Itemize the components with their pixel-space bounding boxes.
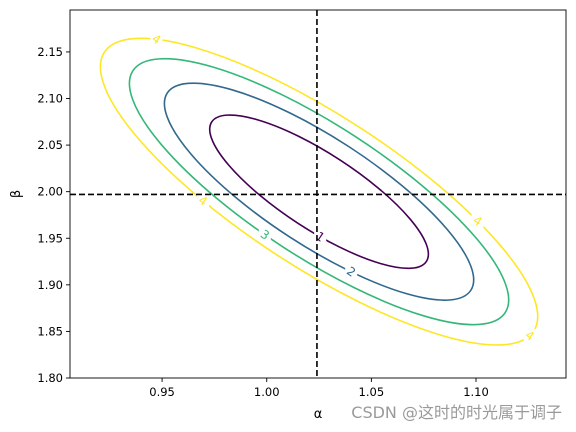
y-tick-label: 2.10 <box>37 92 63 106</box>
contour-label-gap <box>196 193 209 208</box>
watermark: CSDN @这时的时光属于调子 <box>351 403 562 422</box>
contour-level-1 <box>208 114 430 270</box>
y-tick-label: 2.15 <box>37 45 63 59</box>
y-axis-ticks: 1.80 1.85 1.90 1.95 2.00 2.05 2.10 2.15 <box>37 45 70 385</box>
contour-level-2 <box>163 82 475 301</box>
contour-lines <box>99 37 539 346</box>
x-tick-label: 1.10 <box>463 385 489 399</box>
contour-label-gap <box>345 264 358 279</box>
x-axis-label: α <box>314 407 323 422</box>
x-tick-label: 1.00 <box>254 385 280 399</box>
y-tick-label: 2.05 <box>37 138 63 152</box>
y-axis-label: β <box>9 190 24 198</box>
y-tick-label: 2.00 <box>37 185 63 199</box>
x-axis-ticks: 0.95 1.00 1.05 1.10 <box>149 378 489 399</box>
y-tick-label: 1.90 <box>37 278 63 292</box>
x-tick-label: 0.95 <box>149 385 175 399</box>
contour-label-gap <box>471 213 484 228</box>
contour-label-gap <box>258 227 271 242</box>
contour-level-3 <box>128 57 510 326</box>
x-tick-label: 1.05 <box>359 385 385 399</box>
y-tick-label: 1.95 <box>37 231 63 245</box>
plot-frame <box>69 9 567 379</box>
contour-label-gap <box>150 32 163 47</box>
y-tick-label: 1.85 <box>37 324 63 338</box>
contour-label-gap <box>523 328 536 343</box>
reference-lines <box>70 10 566 378</box>
y-tick-label: 1.80 <box>37 371 63 385</box>
